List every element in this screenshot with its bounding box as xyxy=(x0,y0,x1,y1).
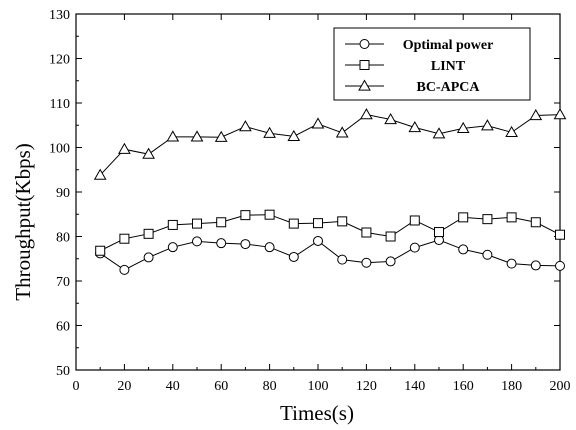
data-point xyxy=(360,108,373,120)
data-point xyxy=(288,251,299,262)
data-point xyxy=(456,121,470,133)
x-tick-label: 0 xyxy=(73,379,80,394)
x-tick-label: 100 xyxy=(308,379,329,394)
legend-marker xyxy=(358,79,371,91)
data-point xyxy=(264,209,275,220)
data-point xyxy=(142,147,155,159)
data-point xyxy=(529,108,543,121)
data-point xyxy=(432,127,446,139)
data-point xyxy=(167,219,178,230)
data-point xyxy=(264,242,275,253)
data-point xyxy=(482,214,493,225)
data-point xyxy=(408,120,422,133)
data-point xyxy=(337,216,348,227)
x-tick-label: 80 xyxy=(263,379,277,394)
legend-label: LINT xyxy=(431,59,466,74)
legend-entry: LINT xyxy=(345,59,466,74)
data-point xyxy=(118,142,131,154)
data-point xyxy=(192,236,202,247)
series-triangle xyxy=(93,108,567,180)
y-tick-label: 100 xyxy=(49,142,70,157)
y-tick-label: 110 xyxy=(50,97,70,112)
legend-entry: BC-APCA xyxy=(345,79,481,95)
data-point xyxy=(337,254,348,265)
plot-area: 50 60 70 80 90 100 110 120 130 0 20 40 60 80 100 120 140… xyxy=(49,8,571,394)
data-point xyxy=(409,215,420,226)
series-line xyxy=(99,114,561,176)
data-point xyxy=(458,212,469,223)
data-point xyxy=(313,218,323,229)
data-point xyxy=(216,217,227,228)
x-tick-label: 120 xyxy=(356,379,377,394)
x-tick-label: 140 xyxy=(404,379,425,394)
y-tick-label: 80 xyxy=(56,231,70,246)
data-point xyxy=(313,235,323,246)
data-point xyxy=(385,231,396,242)
data-point xyxy=(482,249,493,260)
x-tick-label: 40 xyxy=(166,379,180,394)
y-tick-label: 90 xyxy=(56,186,70,201)
data-point xyxy=(288,218,299,229)
data-point xyxy=(166,130,180,142)
legend-marker xyxy=(359,39,370,49)
data-point xyxy=(119,233,130,244)
data-point xyxy=(555,260,565,271)
data-point xyxy=(458,244,469,255)
data-point xyxy=(143,228,154,239)
y-tick-label: 50 xyxy=(56,364,70,379)
data-point xyxy=(95,245,106,256)
data-point xyxy=(555,229,565,240)
data-point xyxy=(190,130,204,142)
x-tick-label: 20 xyxy=(117,379,131,394)
legend-label: Optimal power xyxy=(403,38,494,53)
data-point xyxy=(119,264,130,275)
data-point xyxy=(93,168,107,180)
x-tick-label: 180 xyxy=(501,379,522,394)
legend: Optimal power LINT BC-APCA xyxy=(333,27,531,101)
data-point xyxy=(530,217,541,228)
data-point xyxy=(263,126,276,138)
data-point xyxy=(505,125,518,137)
x-tick-label: 60 xyxy=(214,379,228,394)
data-point xyxy=(311,117,325,129)
x-tick-label: 160 xyxy=(453,379,474,394)
data-point xyxy=(553,108,567,120)
series-layer xyxy=(93,108,567,275)
x-axis-title: Times(s) xyxy=(280,401,354,425)
series-circle xyxy=(95,235,565,275)
data-point xyxy=(530,260,541,271)
x-tick-label: 200 xyxy=(550,379,571,394)
data-point xyxy=(192,218,202,229)
y-axis-title: Throughput(Kbps) xyxy=(11,143,35,300)
data-point xyxy=(167,242,178,253)
data-point xyxy=(240,210,251,221)
y-tick-label: 120 xyxy=(49,53,70,68)
legend-marker xyxy=(359,60,370,70)
y-tick-label: 70 xyxy=(56,275,70,290)
data-point xyxy=(434,227,444,238)
data-point xyxy=(143,252,154,263)
data-point xyxy=(384,112,397,125)
data-point xyxy=(361,227,372,238)
data-point xyxy=(506,212,517,223)
series-square xyxy=(95,209,565,256)
data-point xyxy=(409,242,420,253)
y-tick-label: 130 xyxy=(49,8,70,23)
data-point xyxy=(214,130,228,142)
data-point xyxy=(240,239,251,250)
legend-items: Optimal power LINT BC-APCA xyxy=(345,38,493,95)
legend-label: BC-APCA xyxy=(417,80,481,95)
data-point xyxy=(335,126,349,138)
data-point xyxy=(239,120,252,132)
data-point xyxy=(287,129,301,141)
data-point xyxy=(506,258,517,269)
data-point xyxy=(385,256,396,267)
data-point xyxy=(361,257,372,268)
legend-entry: Optimal power xyxy=(345,38,493,53)
data-point xyxy=(216,238,227,249)
y-tick-label: 60 xyxy=(56,320,70,335)
data-point xyxy=(481,119,494,131)
